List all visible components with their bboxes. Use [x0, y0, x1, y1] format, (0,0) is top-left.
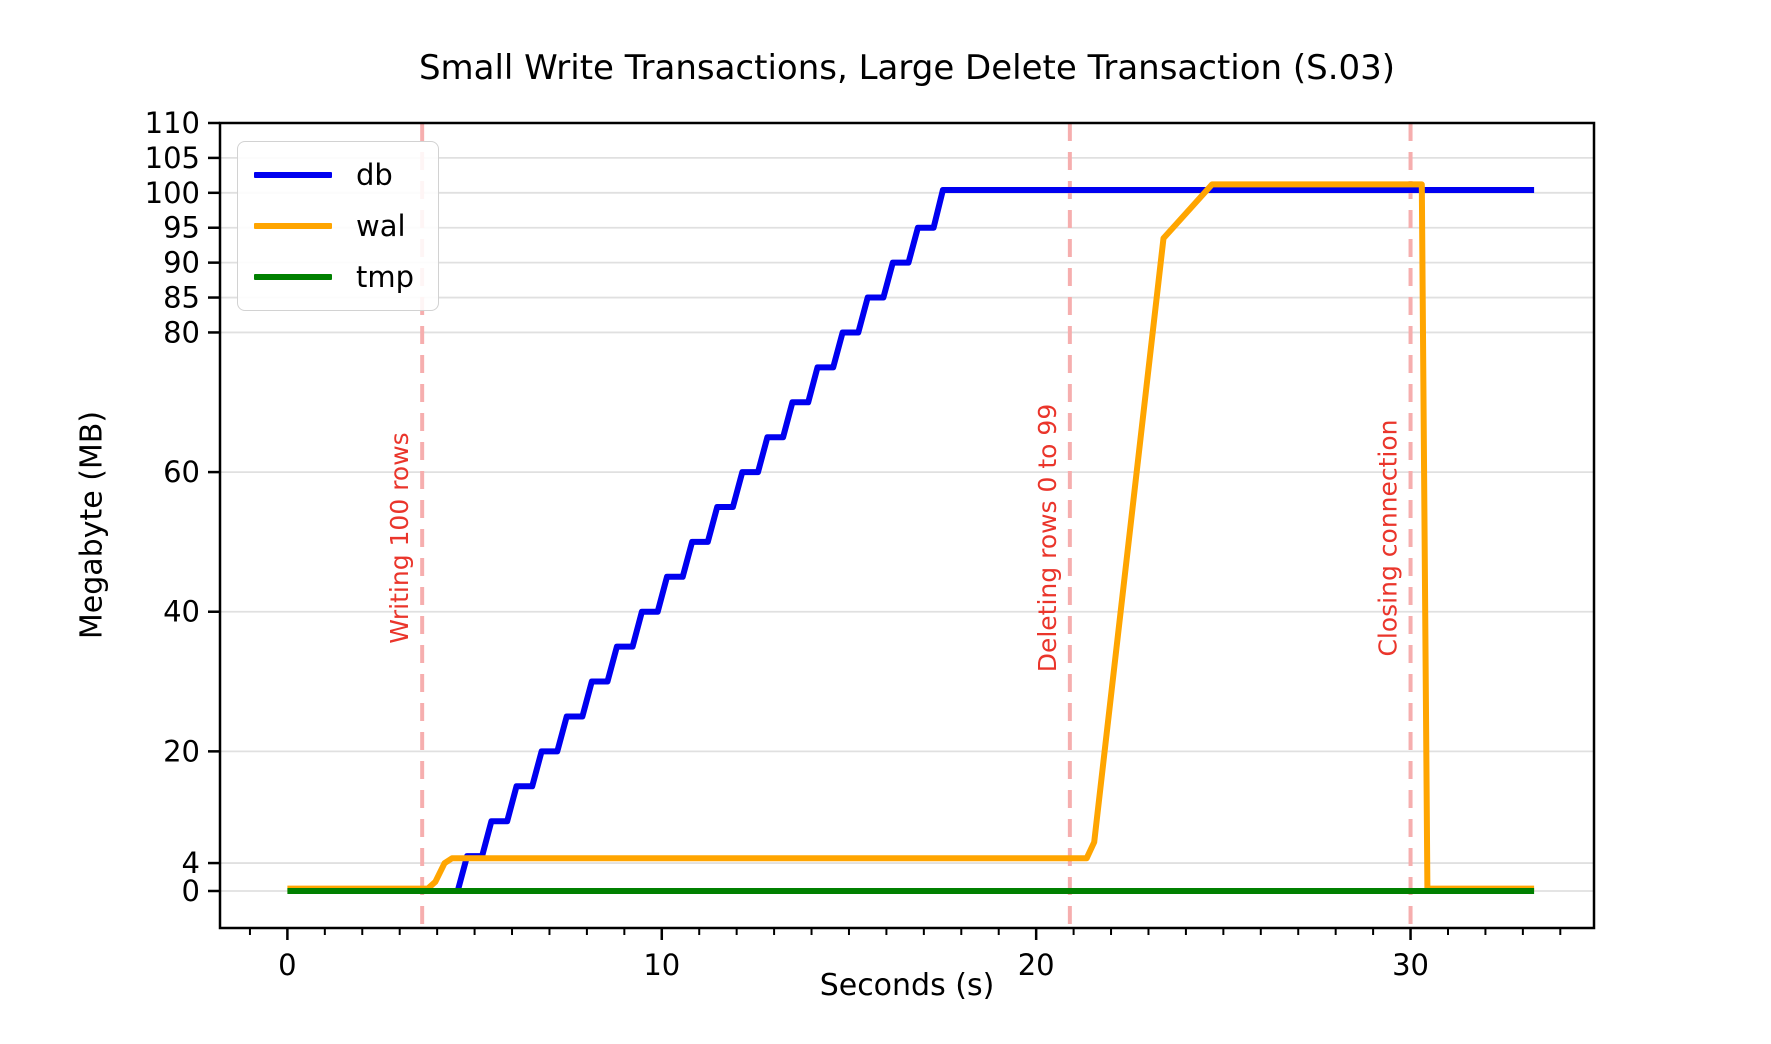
y-tick-label: 85 [163, 281, 200, 315]
series-line-db [454, 187, 1535, 892]
x-tick-label: 10 [643, 948, 680, 982]
y-tick-label: 60 [163, 455, 200, 489]
legend-item-wal: wal [254, 207, 414, 245]
legend: db wal tmp [237, 141, 440, 311]
chart-title: Small Write Transactions, Large Delete T… [418, 48, 1396, 88]
legend-swatch-wal [254, 223, 332, 229]
legend-label: wal [356, 209, 406, 243]
y-tick-label: 0 [182, 874, 200, 908]
legend-swatch-db [254, 172, 332, 178]
annotation-label: Deleting rows 0 to 99 [1033, 404, 1062, 673]
y-tick-label: 90 [163, 246, 200, 280]
x-tick-label: 30 [1392, 948, 1429, 982]
y-tick-label: 40 [163, 595, 200, 629]
legend-label: tmp [356, 260, 415, 294]
x-tick-label: 0 [278, 948, 296, 982]
y-tick-label: 20 [163, 734, 200, 768]
legend-item-db: db [254, 156, 414, 194]
axes-spines [218, 121, 1596, 930]
series-line-wal [287, 181, 1535, 892]
legend-item-tmp: tmp [254, 258, 414, 296]
y-tick-label: 80 [163, 315, 200, 349]
legend-swatch-tmp [254, 274, 332, 280]
annotation-label: Closing connection [1374, 419, 1403, 656]
y-tick-label: 95 [163, 211, 200, 245]
legend-label: db [356, 158, 393, 192]
x-axis-label: Seconds (s) [819, 968, 995, 1003]
y-tick-label: 4 [182, 846, 200, 880]
annotation-label: Writing 100 rows [385, 432, 414, 643]
x-tick-label: 20 [1018, 948, 1055, 982]
y-tick-label: 100 [145, 176, 200, 210]
y-tick-label: 105 [145, 141, 200, 175]
y-tick-label: 110 [145, 106, 200, 140]
